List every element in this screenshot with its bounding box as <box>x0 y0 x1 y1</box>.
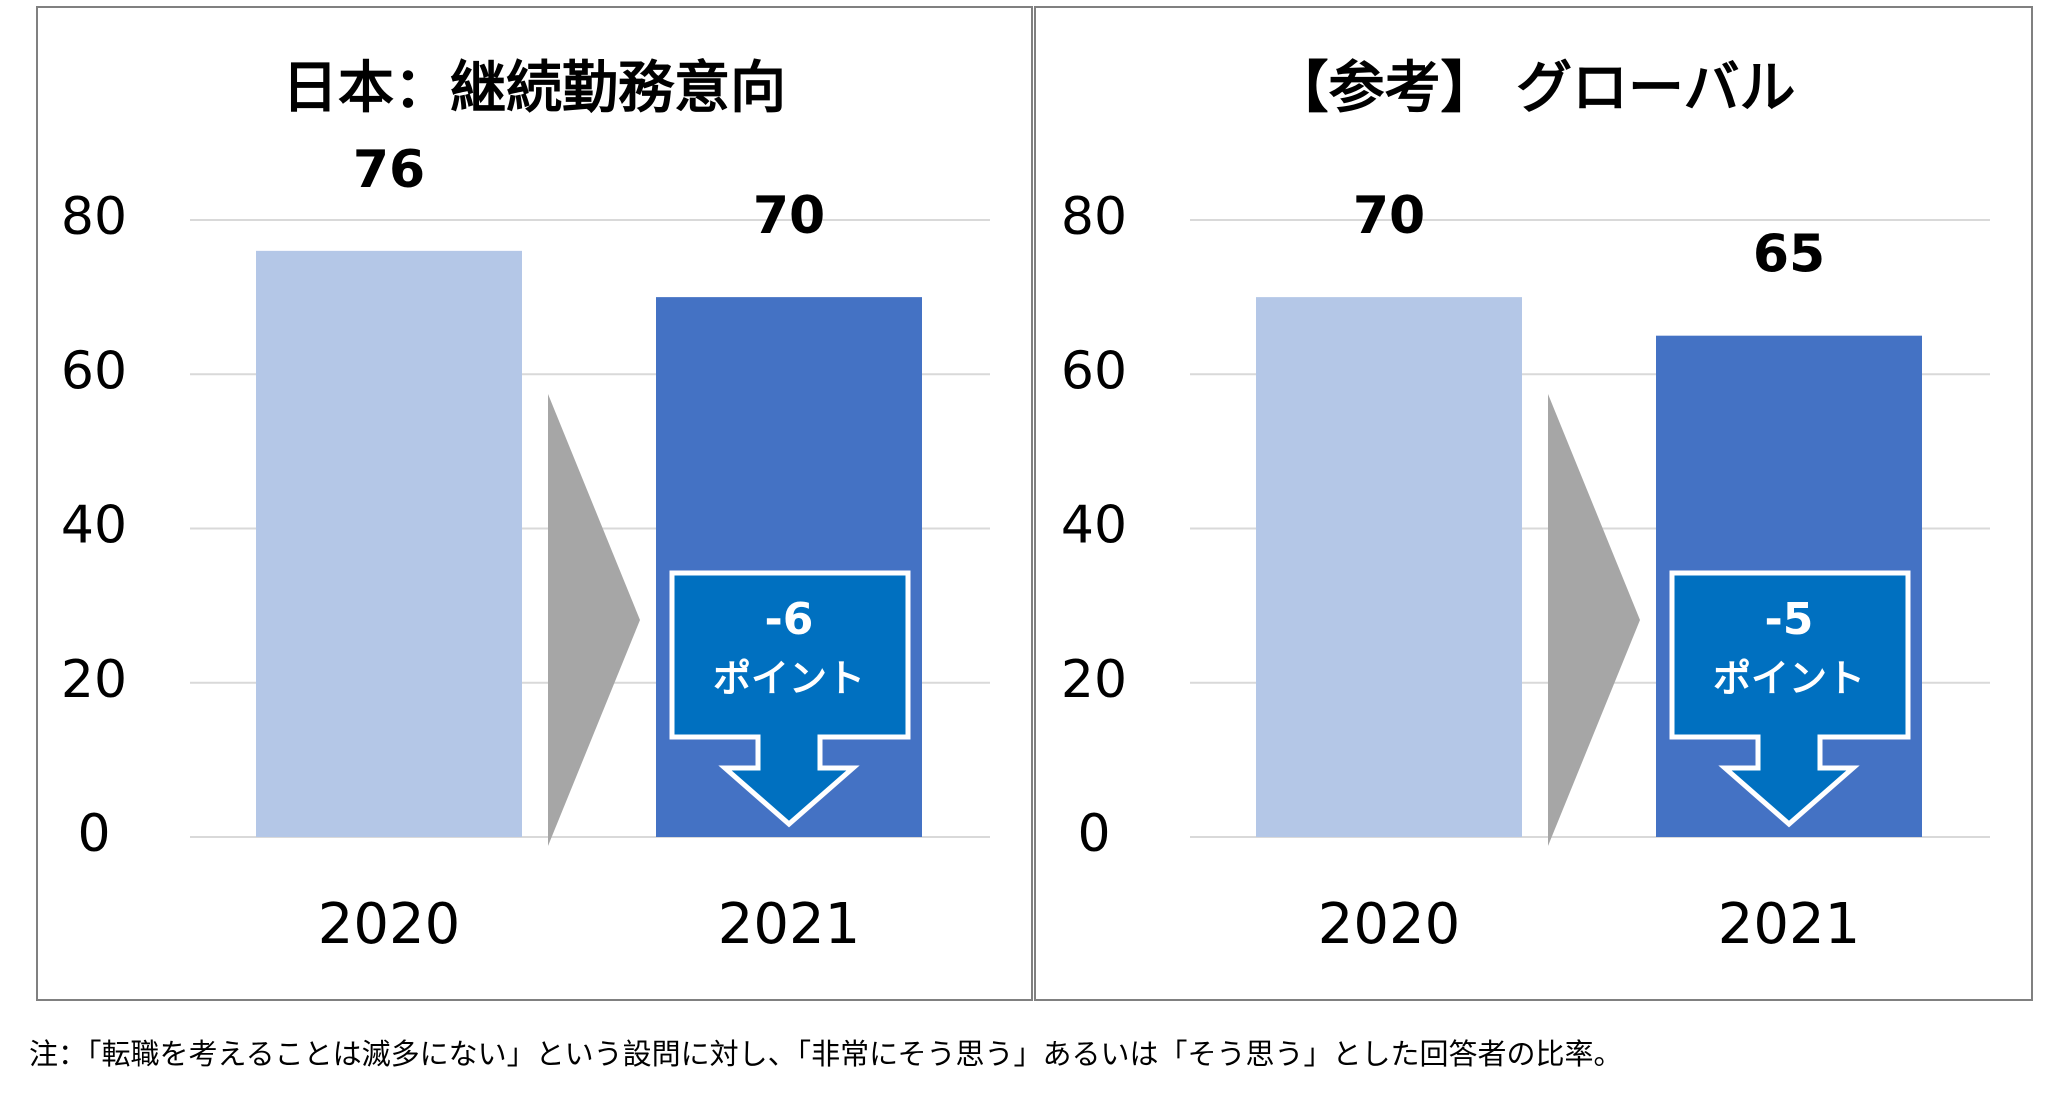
x-tick-label: 2020 <box>318 892 461 957</box>
y-tick-label: 40 <box>61 496 127 556</box>
panel-frame <box>36 6 1033 1001</box>
transition-arrow <box>1548 394 1640 846</box>
change-value: -6 <box>765 594 814 645</box>
bar <box>1256 297 1522 837</box>
value-label: 76 <box>353 140 425 200</box>
x-tick-label: 2021 <box>1718 892 1861 957</box>
y-tick-label: 60 <box>1061 341 1127 401</box>
y-tick-label: 20 <box>61 650 127 710</box>
chart-title: 【参考】 グローバル <box>1273 56 1796 121</box>
chart-title: 日本：継続勤務意向 <box>282 56 786 121</box>
transition-arrow <box>548 394 640 846</box>
y-tick-label: 60 <box>61 341 127 401</box>
x-tick-label: 2020 <box>1318 892 1461 957</box>
y-tick-label: 0 <box>77 804 110 864</box>
y-tick-label: 0 <box>1077 804 1110 864</box>
y-tick-label: 80 <box>1061 187 1127 247</box>
y-tick-label: 80 <box>61 187 127 247</box>
value-label: 70 <box>753 186 825 246</box>
change-value: -5 <box>1765 594 1814 645</box>
x-tick-label: 2021 <box>718 892 861 957</box>
change-unit: ポイント <box>713 657 865 701</box>
change-callout <box>1669 570 1911 828</box>
bar <box>256 250 522 838</box>
value-label: 65 <box>1753 225 1825 285</box>
change-unit: ポイント <box>1713 657 1865 701</box>
y-tick-label: 40 <box>1061 496 1127 556</box>
change-callout <box>669 570 911 828</box>
panel-frame <box>1034 6 2033 1001</box>
footnote: 注：「転職を考えることは滅多にない」という設問に対し、「非常にそう思う」あるいは… <box>29 1037 1623 1071</box>
y-tick-label: 20 <box>1061 650 1127 710</box>
value-label: 70 <box>1353 186 1425 246</box>
